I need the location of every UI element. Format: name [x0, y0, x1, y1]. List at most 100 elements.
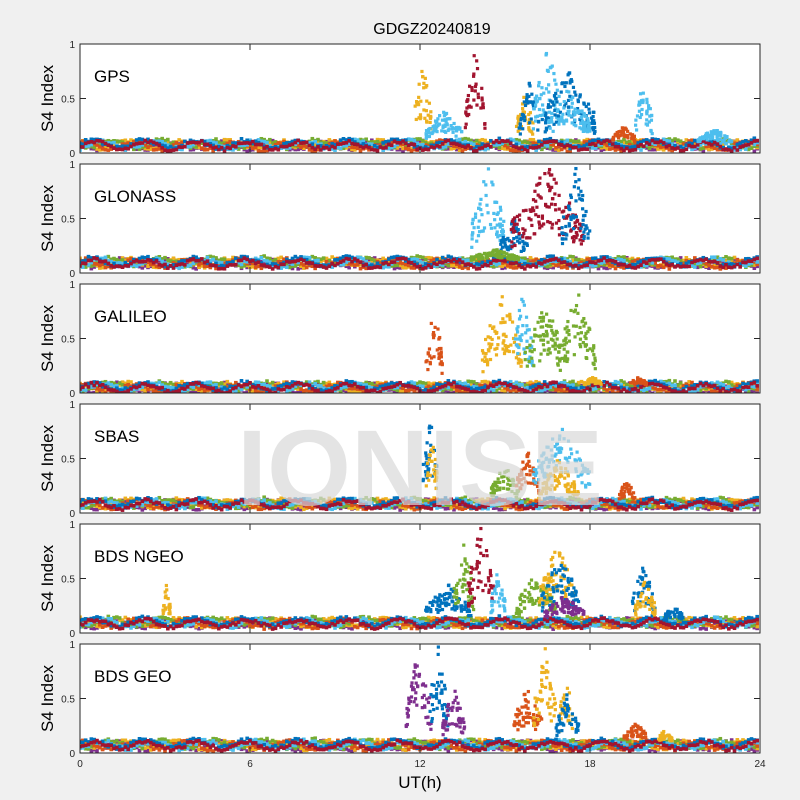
data-point: [525, 140, 530, 145]
data-point: [486, 263, 490, 268]
data-point: [561, 231, 565, 236]
data-point: [616, 257, 621, 261]
data-point: [245, 257, 249, 262]
data-point: [506, 236, 510, 241]
data-point: [619, 146, 623, 151]
data-point: [545, 388, 550, 393]
data-point: [177, 145, 181, 149]
data-point: [650, 147, 655, 152]
data-point: [573, 90, 577, 94]
data-point: [401, 139, 405, 143]
data-point: [687, 141, 691, 146]
data-point: [217, 140, 221, 144]
data-point: [574, 93, 578, 97]
data-point: [401, 389, 405, 393]
data-point: [695, 258, 700, 263]
data-point: [276, 141, 281, 145]
data-point: [559, 90, 563, 94]
data-point: [112, 381, 116, 385]
data-point: [268, 147, 272, 152]
data-point: [353, 145, 357, 150]
data-point: [489, 226, 494, 230]
data-point: [724, 262, 728, 267]
data-point: [551, 263, 555, 267]
data-point: [551, 261, 555, 265]
data-point: [724, 266, 728, 270]
data-point: [550, 115, 554, 120]
data-point: [534, 145, 538, 150]
data-point: [436, 117, 440, 121]
data-point: [268, 256, 272, 261]
data-point: [364, 144, 368, 149]
data-point: [350, 262, 354, 266]
data-point: [463, 258, 468, 263]
data-point: [645, 123, 650, 127]
data-point: [647, 106, 651, 110]
data-point: [484, 193, 488, 198]
data-point: [556, 117, 560, 121]
data-point: [540, 117, 544, 122]
data-point: [715, 142, 720, 146]
data-point: [473, 255, 477, 259]
data-point: [355, 258, 360, 263]
data-point: [512, 236, 516, 241]
data-point: [536, 182, 540, 186]
data-point: [574, 263, 578, 268]
data-point: [293, 140, 298, 145]
data-point: [562, 144, 567, 149]
data-point: [701, 139, 706, 143]
data-point: [467, 112, 471, 117]
data-point: [457, 145, 462, 150]
data-point: [579, 258, 584, 262]
data-point: [347, 147, 351, 152]
data-point: [319, 140, 323, 144]
data-point: [242, 391, 247, 393]
data-point: [535, 205, 539, 209]
data-point: [501, 233, 505, 237]
data-point: [245, 390, 249, 393]
data-point: [474, 82, 478, 86]
data-point: [647, 142, 652, 147]
data-point: [381, 265, 385, 270]
data-point: [573, 213, 578, 217]
data-point: [191, 261, 196, 266]
data-point: [473, 215, 478, 219]
data-point: [690, 263, 694, 268]
data-point: [667, 137, 672, 141]
data-point: [522, 110, 527, 114]
data-point: [268, 143, 272, 148]
data-point: [472, 149, 476, 153]
data-point: [567, 109, 571, 113]
data-point: [477, 266, 482, 271]
data-point: [593, 263, 598, 268]
data-point: [546, 103, 551, 107]
data-point: [256, 149, 261, 153]
data-point: [576, 139, 581, 144]
data-point: [661, 148, 666, 152]
data-point: [710, 264, 714, 269]
data-point: [514, 148, 519, 153]
data-point: [520, 256, 524, 261]
data-point: [704, 257, 708, 262]
data-point: [310, 264, 315, 269]
data-point: [157, 257, 162, 261]
data-point: [639, 259, 643, 263]
data-point: [239, 143, 244, 148]
data-point: [406, 143, 411, 148]
data-point: [721, 260, 725, 265]
data-point: [316, 147, 320, 152]
data-point: [234, 256, 238, 261]
data-point: [392, 263, 397, 268]
data-point: [578, 93, 582, 97]
data-point: [557, 233, 562, 237]
data-point: [432, 257, 436, 261]
data-point: [293, 147, 298, 152]
data-point: [518, 122, 522, 126]
data-point: [616, 136, 621, 140]
data-point: [573, 111, 577, 115]
data-point: [409, 140, 414, 144]
data-point: [571, 85, 576, 89]
data-point: [534, 265, 538, 269]
data-point: [146, 254, 150, 259]
data-point: [525, 264, 530, 268]
